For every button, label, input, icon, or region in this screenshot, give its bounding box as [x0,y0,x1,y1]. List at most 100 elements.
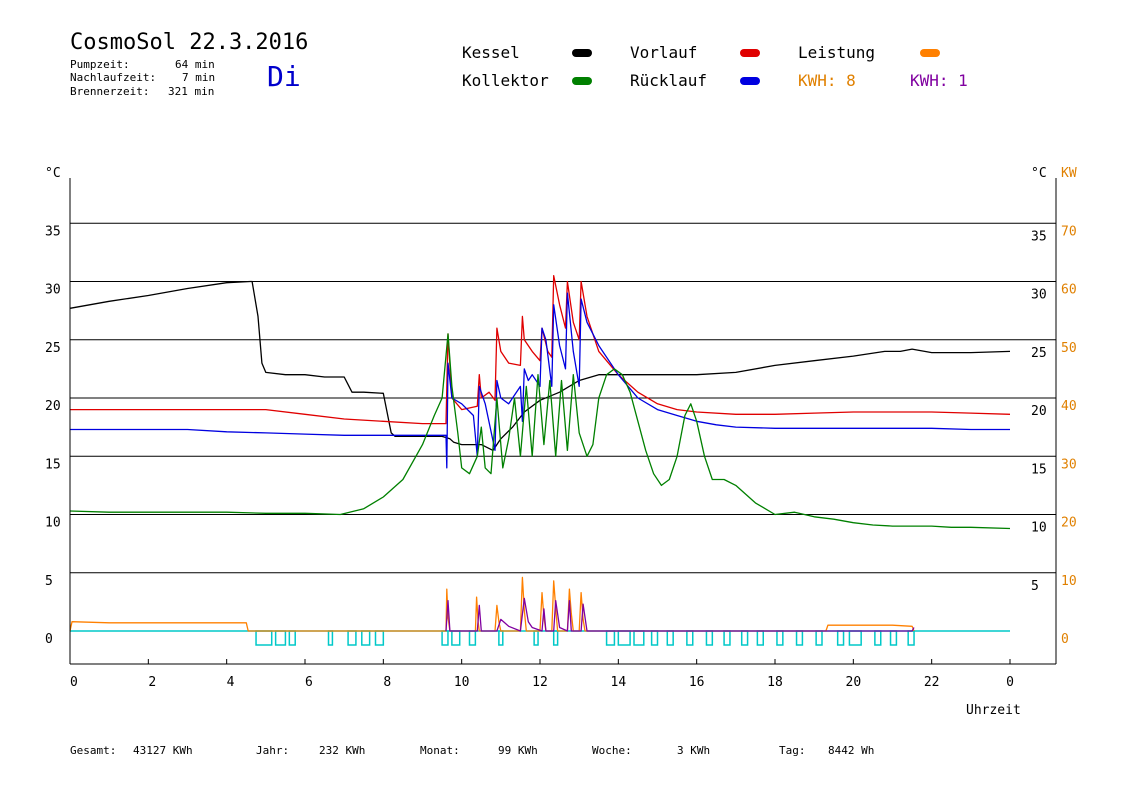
weekday-label: Di [267,60,301,93]
x-tick-label: 0 [70,675,78,690]
left-tick-label: 5 [45,574,53,589]
pump-interval [776,630,784,646]
x-tick-label: 16 [689,675,705,690]
pump-interval [907,630,915,646]
x-axis-label: Uhrzeit [966,703,1021,718]
right-temp-tick-label: 20 [1031,404,1047,419]
pump-interval [836,630,845,646]
left-tick-label: 10 [45,516,61,531]
series-line-kollektor [69,333,1011,530]
x-tick-label: 18 [767,675,783,690]
pump-interval [288,630,296,646]
pump-interval [650,630,659,646]
pump-interval [361,630,371,646]
left-axis-unit: °C [45,166,61,181]
legend-vorlauf-swatch [740,49,760,57]
legend-ruecklauf-swatch [740,77,760,85]
x-tick-label: 8 [383,675,391,690]
pump-interval [723,630,731,646]
chart-title: CosmoSol 22.3.2016 [70,30,309,55]
right-temp-axis-unit: °C [1031,166,1047,181]
pump-interval [795,630,804,646]
right-temp-tick-label: 10 [1031,521,1047,536]
right-power-tick-label: 40 [1061,399,1077,414]
footer-value: 99 KWh [498,744,538,757]
x-tick-label: 20 [846,675,862,690]
footer-label: Gesamt: [70,744,117,757]
footer-value: 232 KWh [319,744,366,757]
left-tick-label: 0 [45,632,53,647]
pump-interval [686,630,694,646]
right-power-tick-label: 60 [1061,283,1077,298]
right-temp-tick-label: 35 [1031,229,1047,244]
nachlaufzeit-value: 7 min [182,71,216,84]
pump-interval [451,630,461,646]
legend-kwh-purple: KWH: 1 [910,71,968,90]
brennerzeit-label: Brennerzeit: [70,85,150,98]
pumpzeit-label: Pumpzeit: [70,58,130,71]
brennerzeit-value: 321 min [168,85,215,98]
pump-interval [374,630,385,646]
pump-interval [848,630,862,646]
right-temp-tick-label: 15 [1031,462,1047,477]
legend-kessel-label: Kessel [462,43,520,62]
series-line-kwh [445,597,915,632]
left-tick-label: 35 [45,224,61,239]
legend-ruecklauf-label: Rücklauf [630,71,708,90]
footer-label: Woche: [592,744,632,757]
pump-interval [889,630,898,646]
pump-interval [533,630,539,646]
nachlaufzeit-label: Nachlaufzeit: [70,71,157,84]
footer-value: 3 KWh [677,744,711,757]
pump-interval [327,630,334,646]
series-line-leistung [69,576,915,632]
x-tick-label: 2 [148,675,156,690]
right-power-tick-label: 30 [1061,457,1077,472]
pump-interval [552,630,559,646]
pump-interval [274,630,287,646]
right-temp-tick-label: 5 [1031,579,1039,594]
pump-interval [740,630,749,646]
series-line-kessel [69,280,1011,452]
footer-value: 8442 Wh [828,744,875,757]
series-line-rücklauf [70,292,1010,469]
pump-interval [666,630,674,646]
pump-interval [468,630,477,646]
footer-label: Tag: [779,744,806,757]
pump-interval [605,630,616,646]
x-tick-label: 10 [454,675,470,690]
right-power-tick-label: 0 [1061,632,1069,647]
pump-interval [756,630,764,646]
x-tick-label: 6 [305,675,313,690]
footer-label: Jahr: [256,744,290,757]
right-power-tick-label: 70 [1061,224,1077,239]
legend-leistung-swatch [920,49,940,57]
legend-leistung-label: Leistung [798,43,876,62]
pump-interval [874,630,882,646]
pump-interval [705,630,714,646]
right-temp-tick-label: 30 [1031,288,1047,303]
footer-value: 43127 KWh [133,744,193,757]
right-power-axis-unit: KW [1061,166,1077,181]
x-tick-label: 22 [924,675,940,690]
legend-vorlauf-label: Vorlauf [630,43,698,62]
pump-interval [347,630,357,646]
x-tick-label: 4 [227,675,235,690]
pump-interval [441,630,449,646]
left-tick-label: 20 [45,399,61,414]
chart-series [69,275,1011,646]
pump-interval [815,630,823,646]
right-power-tick-label: 20 [1061,516,1077,531]
right-power-tick-label: 50 [1061,341,1077,356]
left-tick-label: 25 [45,341,61,356]
legend-kollektor-swatch [572,77,592,85]
x-tick-label: 12 [532,675,548,690]
pump-interval [255,630,273,646]
footer-label: Monat: [420,744,460,757]
right-temp-tick-label: 25 [1031,346,1047,361]
x-tick-label: 14 [611,675,627,690]
legend-kollektor-label: Kollektor [462,71,549,90]
chart-axes: 05101520253035°C5101520253035°C010203040… [45,166,1077,718]
pump-interval [633,630,645,646]
